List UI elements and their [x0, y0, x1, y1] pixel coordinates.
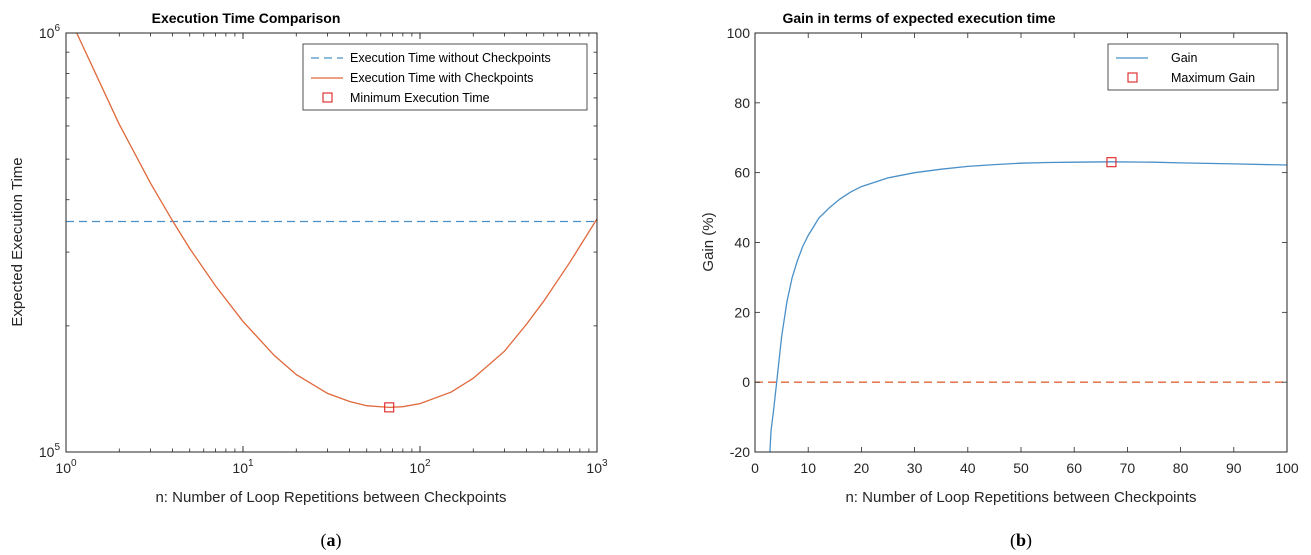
caption-a: (a) [321, 530, 342, 551]
chart-b-legend: Gain Maximum Gain [1108, 44, 1278, 90]
chart-a-title: Execution Time Comparison [152, 10, 341, 26]
chart-a-x-tick-label: 100 [55, 458, 77, 476]
chart-a-legend-label-3: Minimum Execution Time [350, 91, 490, 105]
chart-b-y-tick-labels: -20 0 20 40 60 80 100 [727, 25, 751, 460]
chart-b-x-tick-label: 40 [960, 460, 976, 476]
chart-b-x-tick-label: 20 [854, 460, 870, 476]
chart-b-x-tick-label: 100 [1275, 460, 1299, 476]
chart-a-x-tick-labels: 100 101 102 103 [55, 458, 608, 476]
chart-a-legend-label-2: Execution Time with Checkpoints [350, 71, 533, 85]
chart-b-title: Gain in terms of expected execution time [782, 10, 1055, 26]
chart-a-y-tick-label: 106 [39, 23, 61, 41]
chart-a-x-tick-label: 102 [409, 458, 431, 476]
chart-b-x-tick-label: 50 [1013, 460, 1029, 476]
chart-a-x-tick-label: 103 [586, 458, 608, 476]
chart-a-y-axis-label: Expected Execution Time [9, 157, 26, 326]
chart-b-y-tick-label: 40 [734, 235, 750, 251]
chart-a-x-tick-label: 101 [232, 458, 254, 476]
chart-b-x-tick-label: 30 [907, 460, 923, 476]
chart-a-y-tick-labels: 105 106 [39, 23, 61, 460]
chart-b-y-tick-label: 20 [734, 304, 750, 320]
chart-b-y-tick-label: -20 [730, 444, 750, 460]
chart-b-x-tick-label: 0 [751, 460, 759, 476]
chart-b-x-tick-label: 60 [1066, 460, 1082, 476]
chart-b-y-tick-label: 80 [734, 95, 750, 111]
chart-b-legend-label-2: Maximum Gain [1171, 71, 1255, 85]
chart-b-x-tick-label: 80 [1173, 460, 1189, 476]
chart-b-x-tick-label: 10 [800, 460, 816, 476]
chart-b-x-tick-label: 70 [1120, 460, 1136, 476]
chart-b-legend-label-1: Gain [1171, 51, 1197, 65]
caption-b-letter: b [1016, 530, 1026, 550]
chart-a-legend: Execution Time without Checkpoints Execu… [303, 44, 587, 110]
chart-b-y-tick-label: 0 [742, 374, 750, 390]
chart-b-y-tick-label: 60 [734, 165, 750, 181]
chart-b-x-axis-label: n: Number of Loop Repetitions between Ch… [845, 489, 1196, 506]
chart-b-y-tick-label: 100 [727, 25, 751, 41]
chart-b-plot-area [755, 33, 1287, 452]
chart-a: Execution Time Comparison 100 101 102 103 1… [9, 10, 608, 506]
chart-b: Gain in terms of expected execution time… [700, 10, 1299, 506]
caption-a-letter: a [327, 530, 336, 550]
chart-a-x-axis-label: n: Number of Loop Repetitions between Ch… [155, 489, 506, 506]
chart-b-x-tick-labels: 0 10 20 30 40 50 60 70 80 90 100 [751, 460, 1299, 476]
chart-b-y-axis-label: Gain (%) [700, 212, 717, 271]
chart-b-x-tick-label: 90 [1226, 460, 1242, 476]
chart-a-legend-label-1: Execution Time without Checkpoints [350, 51, 551, 65]
caption-b: (b) [1010, 530, 1032, 551]
chart-a-y-tick-label: 105 [39, 442, 61, 460]
